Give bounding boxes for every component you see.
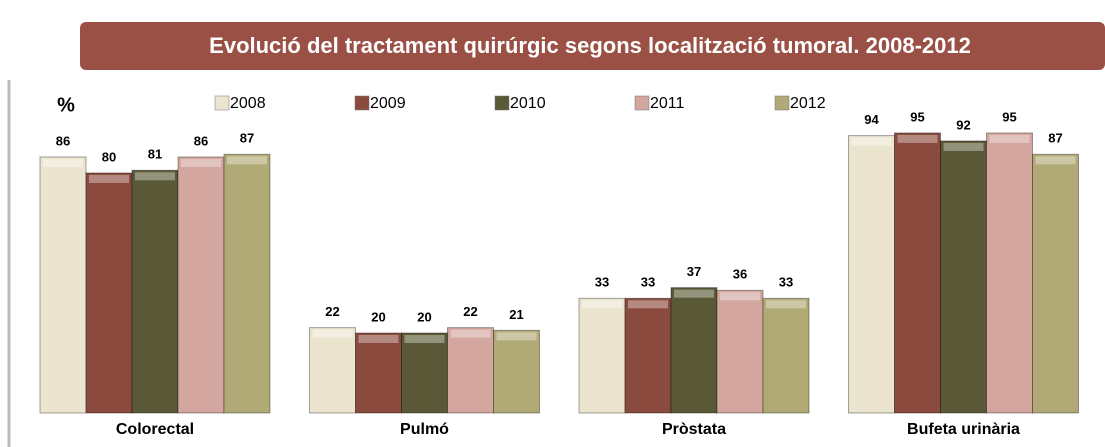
bar-bevel bbox=[312, 329, 353, 338]
bar-bevel bbox=[674, 289, 714, 298]
x-tick-label: Colorectal bbox=[116, 421, 194, 438]
bar-bevel bbox=[582, 300, 622, 309]
bar bbox=[894, 132, 941, 414]
x-tick-label: Pròstata bbox=[662, 421, 726, 438]
bar bbox=[355, 332, 402, 414]
value-label: 33 bbox=[641, 275, 655, 290]
value-label: 20 bbox=[417, 309, 431, 324]
bar-bevel bbox=[43, 158, 83, 167]
bar-bevel bbox=[943, 142, 984, 151]
legend-label: 2009 bbox=[370, 95, 406, 112]
legend-label: 2010 bbox=[510, 95, 546, 112]
value-label: 36 bbox=[733, 267, 747, 282]
value-label: 95 bbox=[910, 109, 924, 124]
value-label: 21 bbox=[509, 307, 523, 322]
x-tick-label: Bufeta urinària bbox=[907, 421, 1020, 438]
bar-bevel bbox=[766, 300, 806, 309]
legend-swatch bbox=[354, 95, 370, 111]
bar-bevel bbox=[89, 174, 129, 183]
chart-title: Evolució del tractament quirúrgic segons… bbox=[209, 33, 971, 58]
bar-bevel bbox=[227, 156, 267, 165]
bar-bevel bbox=[897, 134, 938, 143]
title-band bbox=[80, 22, 1105, 70]
bar bbox=[177, 156, 225, 414]
bar bbox=[309, 327, 356, 414]
bar bbox=[39, 156, 87, 414]
value-label: 95 bbox=[1002, 109, 1016, 124]
bar-bevel bbox=[851, 137, 892, 146]
value-label: 20 bbox=[371, 309, 385, 324]
legend-swatch bbox=[214, 95, 230, 111]
legend-swatch bbox=[494, 95, 510, 111]
bar bbox=[447, 327, 494, 414]
bar bbox=[131, 169, 179, 414]
x-tick-label: Pulmó bbox=[400, 421, 449, 438]
bar-bevel bbox=[358, 334, 399, 343]
bar bbox=[85, 172, 133, 414]
bar bbox=[940, 140, 987, 414]
bar-bevel bbox=[989, 134, 1030, 143]
bar bbox=[670, 287, 718, 414]
value-label: 81 bbox=[148, 147, 162, 162]
bar bbox=[493, 329, 540, 414]
bar-bevel bbox=[135, 172, 175, 181]
bar bbox=[762, 297, 810, 414]
value-label: 87 bbox=[1048, 131, 1062, 146]
y-axis-label: % bbox=[57, 94, 75, 116]
value-label: 92 bbox=[956, 117, 970, 132]
bar bbox=[401, 332, 448, 414]
legend-swatch bbox=[774, 95, 790, 111]
bar bbox=[1032, 153, 1079, 414]
value-label: 80 bbox=[102, 149, 116, 164]
value-label: 22 bbox=[325, 304, 339, 319]
value-label: 87 bbox=[240, 131, 254, 146]
legend-label: 2011 bbox=[650, 95, 685, 112]
legend-label: 2012 bbox=[790, 95, 826, 112]
value-label: 86 bbox=[194, 133, 208, 148]
legend-label: 2008 bbox=[230, 95, 266, 112]
bar bbox=[986, 132, 1033, 414]
value-label: 33 bbox=[595, 275, 609, 290]
bar-bevel bbox=[496, 332, 537, 341]
bar-bevel bbox=[181, 158, 221, 167]
value-label: 22 bbox=[463, 304, 477, 319]
bar bbox=[716, 289, 764, 414]
bar-bevel bbox=[1035, 156, 1076, 165]
bar bbox=[848, 135, 895, 414]
bar bbox=[578, 297, 626, 414]
value-label: 86 bbox=[56, 133, 70, 148]
bar-bevel bbox=[628, 300, 668, 309]
value-label: 37 bbox=[687, 264, 701, 279]
bar-bevel bbox=[720, 292, 760, 301]
legend-swatch bbox=[634, 95, 650, 111]
bar bbox=[223, 153, 271, 414]
bar-bevel bbox=[450, 329, 491, 338]
bar bbox=[624, 297, 672, 414]
bar-bevel bbox=[404, 334, 445, 343]
value-label: 33 bbox=[779, 275, 793, 290]
value-label: 94 bbox=[864, 112, 879, 127]
